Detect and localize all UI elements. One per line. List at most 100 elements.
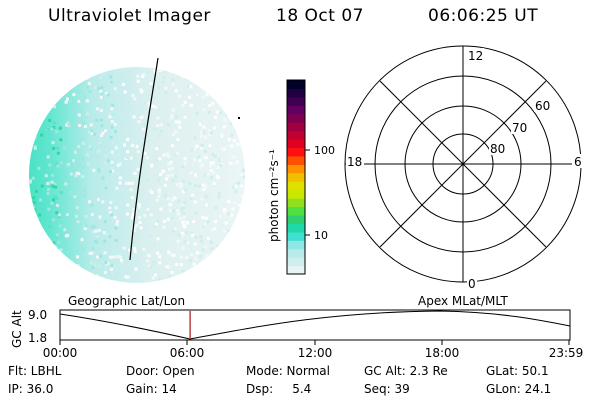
speckle — [235, 160, 239, 164]
speckle — [54, 185, 58, 189]
speckle — [222, 125, 226, 129]
speckle — [56, 164, 60, 168]
speckle — [211, 171, 215, 174]
speckle — [55, 197, 59, 200]
speckle — [56, 146, 60, 150]
speckle — [65, 123, 69, 127]
speckle — [139, 88, 143, 92]
speckle — [37, 166, 41, 170]
speckle — [90, 251, 94, 255]
header-time: 06:06:25 UT — [428, 6, 539, 26]
speckle — [230, 213, 234, 217]
speckle — [194, 235, 198, 239]
speckle — [199, 131, 203, 135]
speckle — [56, 151, 60, 155]
speckle — [131, 94, 135, 98]
speckle — [133, 171, 137, 175]
speckle — [114, 146, 118, 150]
speckle — [234, 189, 238, 193]
speckle — [82, 194, 86, 197]
speckle — [50, 173, 54, 177]
speckle — [141, 127, 145, 131]
speckle — [185, 230, 189, 234]
speckle — [59, 161, 63, 165]
speckle — [138, 221, 142, 224]
speckle — [129, 156, 133, 160]
speckle — [63, 228, 67, 232]
header-date: 18 Oct 07 — [276, 6, 364, 26]
speckle — [124, 275, 128, 279]
speckle — [77, 99, 81, 103]
speckle — [202, 125, 206, 129]
speckle — [77, 161, 81, 165]
speckle — [157, 195, 161, 199]
speckle — [199, 135, 203, 138]
speckle — [205, 203, 208, 207]
info-glat: GLat: 50.1 — [486, 364, 549, 378]
speckle — [173, 226, 177, 230]
speckle — [137, 206, 141, 210]
speckle — [130, 216, 134, 220]
speckle — [147, 69, 151, 73]
speckle — [139, 226, 143, 230]
speckle — [157, 86, 161, 90]
speckle — [151, 276, 155, 280]
speckle — [125, 278, 129, 282]
speckle — [51, 141, 55, 145]
speckle — [177, 233, 181, 237]
speckle — [167, 265, 171, 269]
speckle — [190, 148, 194, 152]
speckle — [150, 191, 154, 194]
speckle — [200, 239, 204, 243]
speckle — [212, 182, 216, 185]
speckle — [55, 211, 59, 215]
speckle — [200, 197, 204, 201]
speckle — [58, 213, 62, 217]
speckle — [146, 253, 150, 257]
speckle — [141, 75, 145, 79]
speckle — [200, 146, 204, 150]
speckle — [237, 181, 241, 185]
speckle — [114, 89, 118, 93]
speckle — [220, 132, 224, 136]
speckle — [52, 126, 56, 129]
speckle — [171, 179, 175, 183]
speckle — [208, 129, 212, 133]
speckle — [183, 215, 186, 219]
speckle — [110, 160, 114, 164]
speckle — [59, 248, 63, 252]
speckle — [208, 133, 212, 137]
speckle — [175, 183, 179, 187]
speckle — [56, 204, 60, 207]
speckle — [170, 253, 174, 257]
speckle — [211, 101, 215, 105]
speckle — [209, 161, 213, 165]
speckle — [164, 69, 168, 73]
speckle — [78, 124, 81, 127]
speckle — [232, 139, 236, 143]
speckle — [202, 224, 206, 228]
speckle — [149, 213, 153, 217]
speckle — [211, 161, 215, 165]
speckle — [173, 196, 177, 200]
speckle — [165, 152, 169, 156]
colorbar-segment — [287, 130, 305, 140]
speckle — [184, 188, 187, 192]
timeline-xtick-2359: 23:59 — [549, 346, 584, 360]
speckle — [126, 203, 130, 207]
speckle — [135, 210, 139, 214]
speckle — [68, 99, 72, 103]
speckle — [74, 214, 78, 218]
colorbar-tick-10: 10 — [314, 229, 328, 242]
speckle — [84, 214, 88, 218]
speckle — [158, 157, 162, 161]
speckle — [171, 144, 174, 147]
timeline-xtick-1800: 18:00 — [425, 346, 460, 360]
speckle — [76, 220, 80, 224]
speckle — [229, 162, 233, 166]
speckle — [151, 84, 155, 88]
speckle — [98, 215, 102, 219]
speckle — [210, 175, 214, 179]
info-gc-alt: GC Alt: 2.3 Re — [364, 364, 448, 378]
